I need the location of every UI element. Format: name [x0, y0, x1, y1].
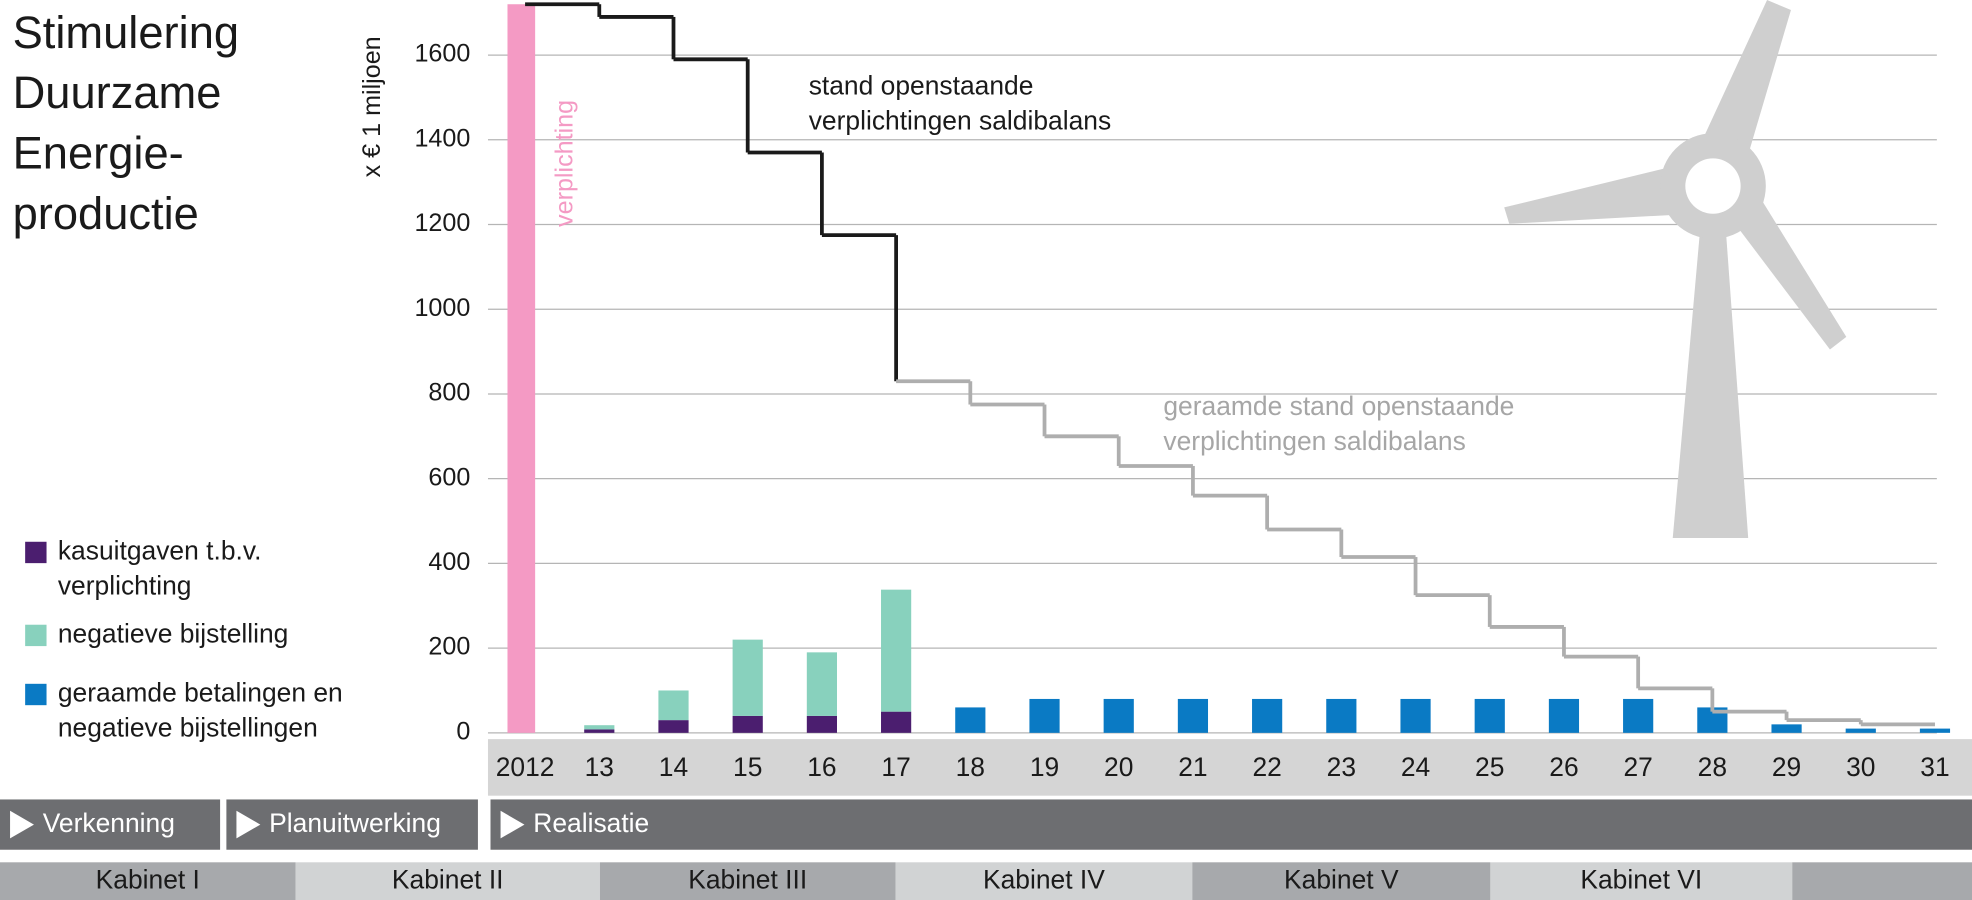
legend-item: kasuitgaven t.b.v. verplichting	[25, 534, 377, 604]
y-tick-label: 600	[428, 463, 470, 491]
bar	[1177, 698, 1209, 733]
bar	[881, 711, 912, 733]
x-tick-label: 17	[881, 752, 910, 782]
cabinet-label: Kabinet I	[95, 866, 200, 895]
y-axis-label: x € 1 miljoen	[358, 36, 386, 177]
y-tick-label: 1000	[414, 294, 470, 322]
y-tick-label: 1400	[414, 124, 470, 152]
legend-label: geraamde betalingen en negatieve bijstel…	[57, 678, 343, 743]
x-tick-label: 27	[1623, 752, 1652, 782]
y-tick-label: 400	[428, 548, 470, 576]
legend-label: kasuitgaven t.b.v. verplichting	[57, 536, 262, 601]
phase-block	[0, 799, 221, 850]
cabinet-block	[1490, 862, 1793, 900]
x-tick-label: 14	[659, 752, 688, 782]
bar	[1400, 698, 1431, 733]
bar	[1623, 698, 1654, 733]
phase-label: Verkenning	[42, 809, 175, 839]
cabinet-label: Kabinet VI	[1580, 866, 1703, 895]
bar	[658, 720, 689, 733]
wind-turbine	[1504, 0, 1847, 538]
legend-swatch	[25, 683, 47, 706]
bar	[1103, 698, 1134, 733]
bar	[1474, 698, 1505, 733]
bar	[806, 652, 837, 716]
commitment-bar	[507, 4, 536, 733]
bar	[881, 589, 912, 712]
bar	[955, 707, 986, 733]
legend-swatch	[25, 624, 47, 647]
cabinet-block	[895, 862, 1193, 900]
x-tick-label: 2012	[496, 752, 555, 782]
cabinet-label: Kabinet IV	[982, 866, 1105, 895]
phase-arrow	[10, 810, 34, 839]
cabinet-block	[1792, 862, 1972, 900]
bar	[1919, 728, 1951, 733]
y-tick-label: 0	[456, 717, 470, 745]
bar	[658, 690, 689, 721]
phase-block	[490, 799, 1972, 850]
legend-item: geraamde betalingen en negatieve bijstel…	[25, 676, 377, 746]
y-tick-label: 800	[428, 379, 470, 407]
turbine-blade	[1504, 163, 1696, 224]
x-tick-label: 25	[1475, 752, 1504, 782]
x-tick-label: 22	[1252, 752, 1281, 782]
cabinet-label: Kabinet II	[391, 866, 504, 895]
x-axis-band	[487, 739, 1972, 796]
phase-label: Planuitwerking	[269, 809, 441, 839]
x-tick-label: 23	[1327, 752, 1356, 782]
bar	[1029, 698, 1060, 733]
x-tick-label: 18	[956, 752, 985, 782]
x-tick-label: 30	[1846, 752, 1875, 782]
x-tick-label: 16	[807, 752, 836, 782]
bar	[1252, 698, 1283, 733]
phase-label: Realisatie	[533, 809, 650, 839]
x-tick-label: 29	[1772, 752, 1801, 782]
bar	[732, 639, 763, 716]
bar	[732, 715, 763, 733]
bar	[1845, 728, 1876, 733]
cabinet-label: Kabinet V	[1284, 866, 1399, 895]
legend-swatch	[25, 541, 47, 564]
x-tick-label: 15	[733, 752, 762, 782]
bar	[1548, 698, 1580, 733]
phase-arrow	[500, 810, 525, 839]
legend-label: negatieve bijstelling	[57, 619, 289, 649]
x-tick-label: 24	[1401, 752, 1430, 782]
turbine-hub-inner	[1685, 158, 1741, 214]
x-tick-label: 28	[1698, 752, 1727, 782]
y-tick-label: 1200	[414, 209, 470, 237]
x-tick-label: 20	[1104, 752, 1133, 782]
cabinet-block	[0, 862, 296, 900]
bar	[1771, 724, 1802, 733]
x-tick-label: 31	[1920, 752, 1949, 782]
line-annotation: geraamde stand openstaande verplichtinge…	[1163, 392, 1515, 457]
chart-title: Stimulering Duurzame Energie-productie	[12, 6, 240, 239]
grid	[487, 54, 1937, 734]
x-tick-label: 26	[1549, 752, 1578, 782]
bar	[1326, 698, 1357, 733]
legend-item: negatieve bijstelling	[25, 617, 377, 652]
bar	[806, 715, 837, 733]
bar	[584, 729, 615, 733]
x-tick-label: 19	[1030, 752, 1059, 782]
y-tick-label: 200	[428, 633, 470, 661]
cabinet-block	[599, 862, 896, 900]
x-tick-label: 13	[585, 752, 614, 782]
cabinet-block	[1192, 862, 1491, 900]
turbine-tower	[1672, 226, 1749, 538]
turbine-blade	[1729, 188, 1847, 350]
commitment-label: verplichting	[551, 100, 579, 227]
line-annotation: stand openstaande verplichtingen saldiba…	[808, 71, 1112, 136]
phase-arrow	[236, 810, 261, 839]
y-tick-label: 1600	[414, 40, 470, 68]
cabinet-block	[295, 862, 600, 900]
cabinet-label: Kabinet III	[688, 866, 808, 895]
phase-block	[226, 799, 478, 850]
bar	[584, 725, 615, 730]
x-tick-label: 21	[1178, 752, 1207, 782]
